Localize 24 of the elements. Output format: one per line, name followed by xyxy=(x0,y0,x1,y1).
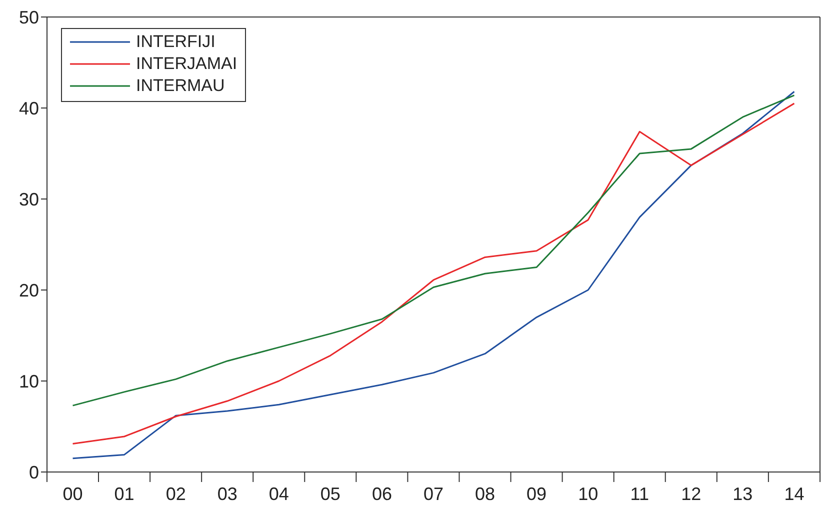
x-tick-label: 11 xyxy=(630,484,649,504)
x-tick-label: 13 xyxy=(732,484,753,504)
y-tick-label: 50 xyxy=(18,7,39,28)
x-tick-label: 05 xyxy=(320,484,340,504)
x-tick-label: 14 xyxy=(784,484,804,504)
x-tick-label: 07 xyxy=(423,484,444,504)
x-tick-label: 10 xyxy=(578,484,598,504)
x-tick-label: 03 xyxy=(217,484,238,504)
x-tick-label: 09 xyxy=(526,484,547,504)
y-tick-label: 10 xyxy=(18,371,39,392)
y-tick-label: 0 xyxy=(28,462,39,482)
x-tick-label: 06 xyxy=(372,484,392,504)
x-tick-label: 12 xyxy=(681,484,702,504)
x-tick-label: 04 xyxy=(268,484,289,504)
x-tick-label: 00 xyxy=(62,484,83,504)
legend-label: INTERMAU xyxy=(136,76,225,96)
x-tick-label: 02 xyxy=(166,484,186,504)
y-tick-label: 30 xyxy=(18,189,39,210)
y-tick-label: 20 xyxy=(18,280,39,300)
x-tick-label: 08 xyxy=(475,484,496,504)
x-tick-label: 01 xyxy=(114,484,134,504)
legend-label: INTERJAMAI xyxy=(136,54,238,74)
legend-label: INTERFIJI xyxy=(136,32,216,52)
y-tick-label: 40 xyxy=(18,98,39,118)
